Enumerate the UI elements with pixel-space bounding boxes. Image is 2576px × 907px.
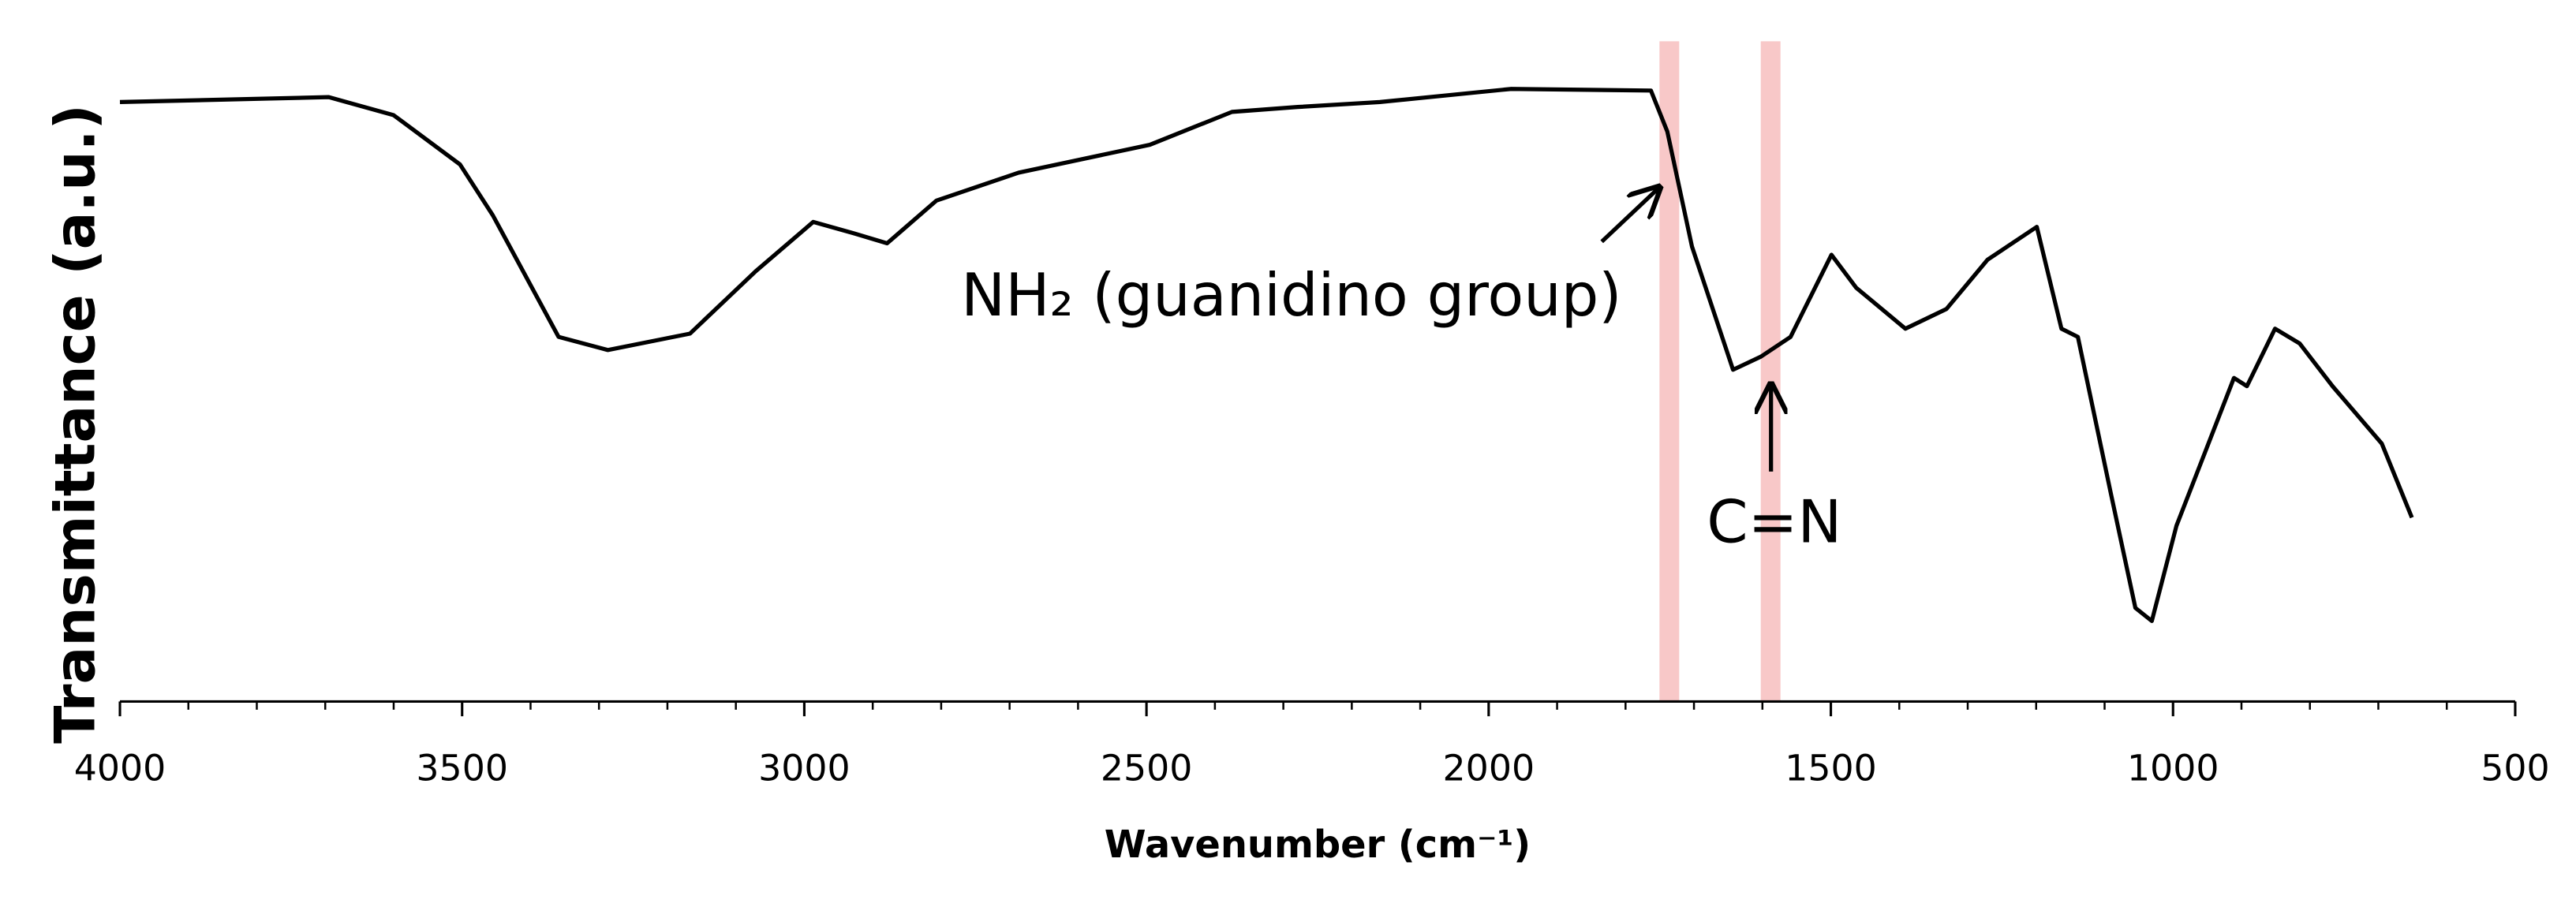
annotation-arrow — [1600, 188, 1659, 244]
spectrum-line — [119, 87, 2414, 623]
x-tick-label: 2000 — [1443, 746, 1535, 789]
x-tick-label: 1500 — [1785, 746, 1877, 789]
annotation: NH₂ (guanidino group) — [961, 260, 1621, 330]
annotation: C=N — [1707, 487, 1841, 556]
x-axis-title: Wavenumber (cm⁻¹) — [1105, 823, 1531, 867]
highlight-band — [1659, 41, 1680, 702]
x-tick-label: 500 — [2481, 746, 2549, 789]
x-tick-label: 1000 — [2127, 746, 2219, 789]
x-tick-label: 2500 — [1101, 746, 1193, 789]
x-tick-label: 4000 — [74, 746, 166, 789]
x-tick-label: 3500 — [416, 746, 508, 789]
highlight-bands — [1659, 41, 1781, 702]
x-tick-label: 3000 — [758, 746, 851, 789]
plot: 4000 3500 3000 2500 2000 1500 1000 500 — [74, 87, 2550, 789]
highlight-band — [1760, 41, 1781, 702]
y-axis-title: Transmittance (a.u.) — [42, 104, 107, 744]
